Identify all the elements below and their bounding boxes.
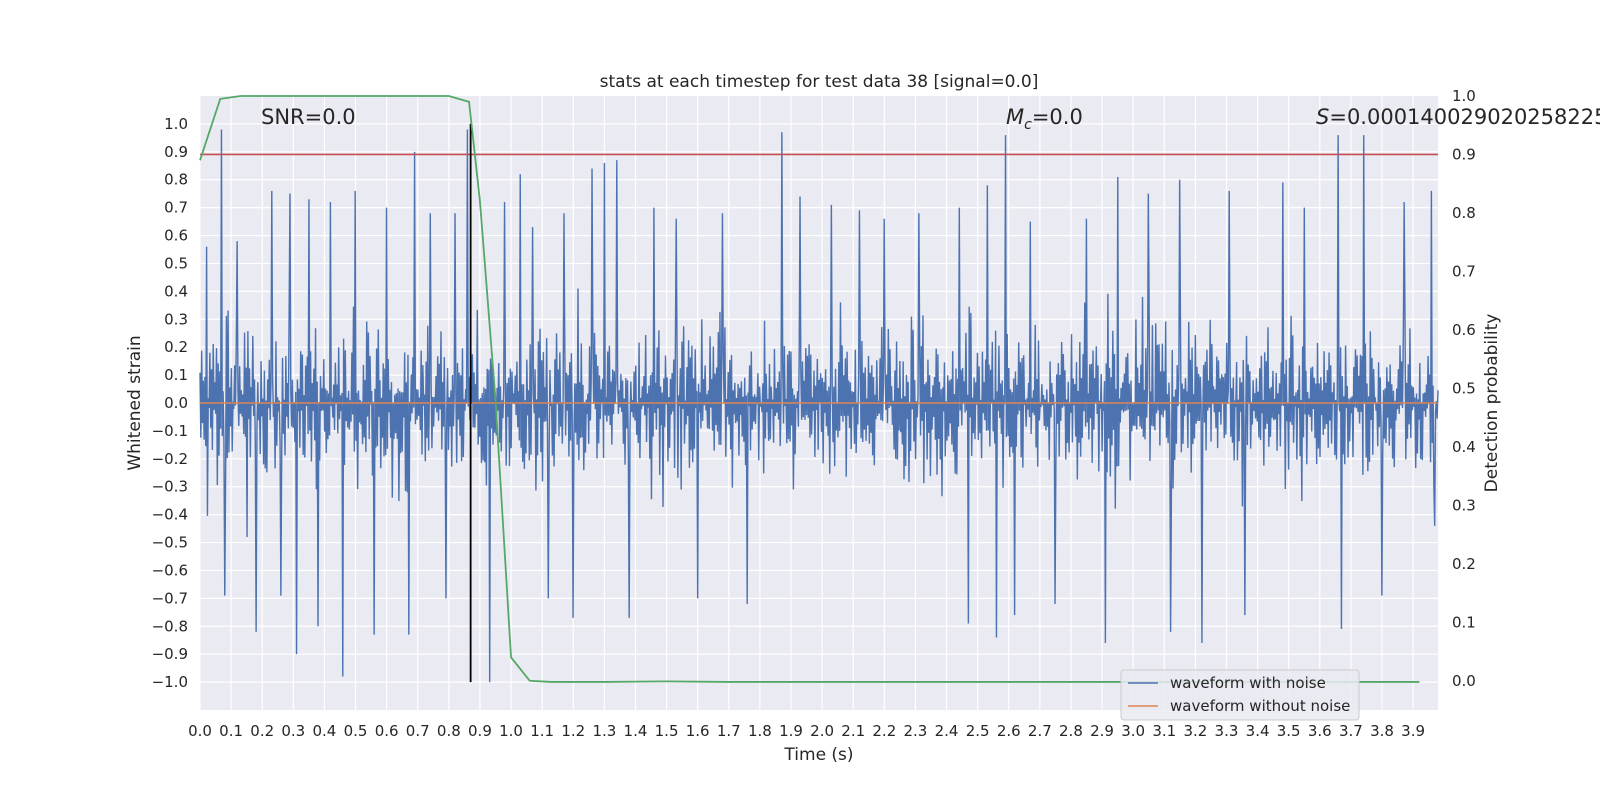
y2-tick-label: 0.9	[1452, 145, 1476, 163]
y2-tick-label: 0.7	[1452, 262, 1476, 280]
y2-axis-ticks: 1.0 0.9 0.8 0.7 0.6 0.5 0.4 0.3 0.2 0.1 0.0	[1452, 87, 1476, 690]
x-tick-label: 3.1	[1152, 722, 1176, 740]
y2-tick-label: 0.6	[1452, 321, 1476, 339]
x-axis-label: Time (s)	[783, 745, 853, 765]
mc-value: =0.0	[1032, 105, 1083, 129]
x-tick-label: 0.7	[406, 722, 430, 740]
y2-axis-label: Detection probability	[1482, 314, 1502, 493]
x-tick-label: 2.2	[872, 722, 896, 740]
y2-tick-label: 0.1	[1452, 613, 1476, 631]
y-tick-label: −0.8	[152, 617, 188, 635]
snr-annotation: SNR=0.0	[261, 105, 356, 129]
x-tick-label: 1.3	[592, 722, 616, 740]
x-tick-label: 3.2	[1183, 722, 1207, 740]
y-tick-label: −0.2	[152, 450, 188, 468]
x-tick-label: 3.0	[1121, 722, 1145, 740]
x-tick-label: 1.9	[779, 722, 803, 740]
x-tick-label: 3.3	[1215, 722, 1239, 740]
legend: waveform with noise waveform without noi…	[1120, 669, 1360, 721]
y2-tick-label: 0.2	[1452, 555, 1476, 573]
x-tick-label: 1.5	[655, 722, 679, 740]
noise-trace	[199, 129, 1439, 683]
x-tick-label: 1.7	[717, 722, 741, 740]
y2-tick-label: 0.4	[1452, 438, 1476, 456]
y-tick-label: −0.4	[152, 506, 188, 524]
mc-subscript: c	[1024, 117, 1032, 133]
x-tick-label: 1.1	[530, 722, 554, 740]
x-tick-label: 3.6	[1308, 722, 1332, 740]
y-tick-label: 0.5	[164, 254, 188, 272]
y-tick-label: −0.9	[152, 645, 188, 663]
y2-tick-label: 0.8	[1452, 204, 1476, 222]
y-tick-label: −1.0	[152, 673, 188, 691]
x-tick-label: 2.8	[1059, 722, 1083, 740]
y-tick-label: 0.9	[164, 143, 188, 161]
x-tick-label: 2.9	[1090, 722, 1114, 740]
y-axis-ticks: 1.0 0.9 0.8 0.7 0.6 0.5 0.4 0.3 0.2 0.1 0.0 −0.1 −0.…	[152, 115, 188, 691]
x-tick-label: 2.5	[966, 722, 990, 740]
s-value: =0.00014002902025822507	[1329, 105, 1600, 129]
x-tick-label: 0.5	[344, 722, 368, 740]
y-tick-label: 1.0	[164, 115, 188, 133]
x-tick-label: 2.4	[935, 722, 959, 740]
y-tick-label: 0.7	[164, 199, 188, 217]
s-symbol: S	[1316, 105, 1329, 129]
y2-tick-label: 0.3	[1452, 496, 1476, 514]
y-tick-label: 0.0	[164, 394, 188, 412]
x-tick-label: 1.6	[686, 722, 710, 740]
y-tick-label: 0.2	[164, 338, 188, 356]
x-tick-label: 2.1	[841, 722, 865, 740]
x-tick-label: 0.2	[250, 722, 274, 740]
reference-lines	[200, 123, 1438, 683]
x-tick-label: 2.3	[903, 722, 927, 740]
x-tick-label: 0.1	[219, 722, 243, 740]
x-tick-label: 1.2	[561, 722, 585, 740]
y-tick-label: 0.6	[164, 227, 188, 245]
x-tick-label: 0.4	[312, 722, 336, 740]
y2-tick-label: 1.0	[1452, 87, 1476, 105]
x-axis-ticks: 0.0 0.1 0.2 0.3 0.4 0.5 0.6 0.7 0.8 0.9 1.0 1.1 1.2 1…	[188, 722, 1425, 740]
x-tick-label: 2.7	[1028, 722, 1052, 740]
x-tick-label: 3.4	[1246, 722, 1270, 740]
legend-frame	[1120, 669, 1360, 721]
x-tick-label: 0.9	[468, 722, 492, 740]
y-tick-label: −0.6	[152, 561, 188, 579]
y-tick-label: −0.3	[152, 478, 188, 496]
x-tick-label: 3.8	[1370, 722, 1394, 740]
legend-label-waveform-with-noise: waveform with noise	[1170, 674, 1326, 692]
x-tick-label: 0.8	[437, 722, 461, 740]
y-tick-label: 0.3	[164, 310, 188, 328]
x-tick-label: 1.0	[499, 722, 523, 740]
series-detection-probability	[199, 95, 1420, 683]
x-tick-label: 3.5	[1277, 722, 1301, 740]
x-tick-label: 1.8	[748, 722, 772, 740]
x-tick-label: 3.9	[1401, 722, 1425, 740]
x-tick-label: 0.3	[281, 722, 305, 740]
x-tick-label: 2.6	[997, 722, 1021, 740]
y-tick-label: 0.4	[164, 282, 188, 300]
x-tick-label: 2.0	[810, 722, 834, 740]
x-tick-label: 1.4	[624, 722, 648, 740]
y-tick-label: −0.1	[152, 422, 188, 440]
y-tick-label: 0.8	[164, 171, 188, 189]
s-annotation: S=0.00014002902025822507	[1316, 105, 1600, 129]
series-waveform-with-noise	[199, 129, 1439, 683]
chirp-mass-annotation: Mc=0.0	[1006, 105, 1083, 133]
x-tick-label: 0.0	[188, 722, 212, 740]
x-tick-label: 0.6	[375, 722, 399, 740]
x-tick-label: 3.7	[1339, 722, 1363, 740]
probability-trace	[199, 95, 1420, 683]
y-tick-label: −0.5	[152, 534, 188, 552]
y2-tick-label: 0.5	[1452, 379, 1476, 397]
y-tick-label: 0.1	[164, 366, 188, 384]
chart-title: stats at each timestep for test data 38 …	[600, 72, 1039, 92]
legend-label-waveform-without-noise: waveform without noise	[1170, 697, 1350, 715]
y-axis-label: Whitened strain	[125, 335, 145, 470]
y-tick-label: −0.7	[152, 589, 188, 607]
y2-tick-label: 0.0	[1452, 672, 1476, 690]
mc-symbol: M	[1006, 105, 1024, 129]
